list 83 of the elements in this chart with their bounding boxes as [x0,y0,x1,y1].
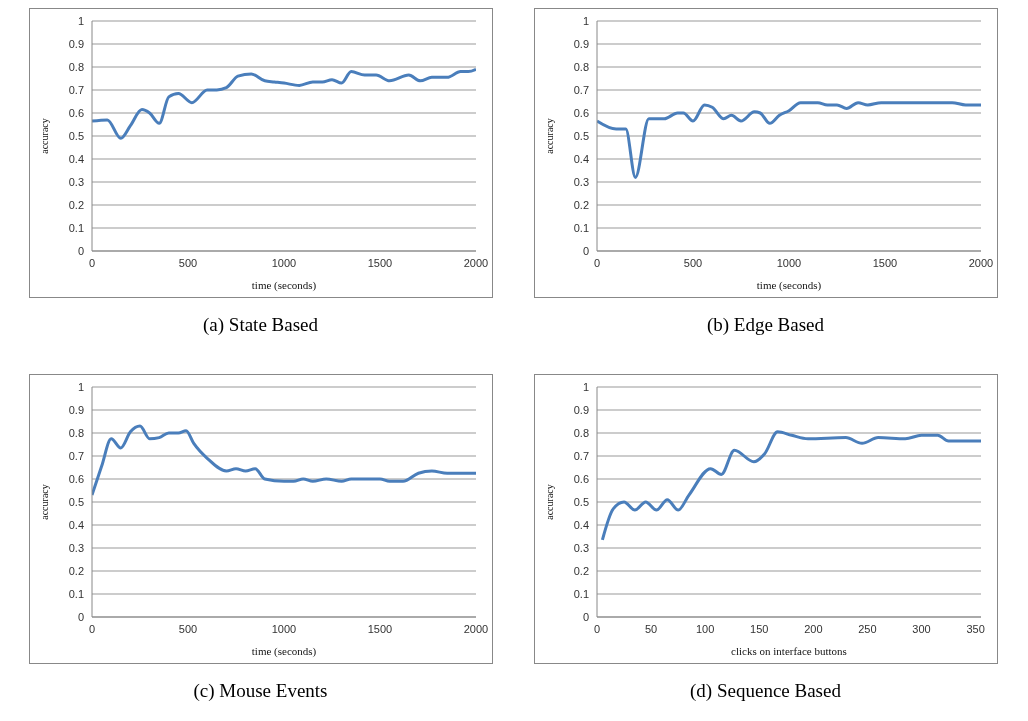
y-tick-label: 0.4 [68,518,84,531]
x-tick-label: 500 [683,256,702,269]
x-axis-title: time (seconds) [251,279,317,292]
y-tick-label: 1 [77,380,84,393]
y-tick-label: 0.1 [68,221,84,234]
x-tick-label: 150 [749,622,768,635]
x-tick-label: 1000 [271,256,296,269]
y-tick-label: 0.5 [573,129,589,142]
text: (c) Mouse Events [193,680,328,703]
y-tick-label: 0.6 [573,106,589,119]
y-tick-label: 0.5 [68,129,84,142]
y-tick-label: 0.9 [573,37,589,50]
y-tick-label: 0.8 [68,426,84,439]
text: (d) Sequence Based [690,680,841,703]
y-tick-label: 0.3 [573,541,589,554]
x-tick-label: 0 [593,256,600,269]
x-tick-label: 500 [178,622,197,635]
y-tick-label: 0.4 [573,152,589,165]
y-tick-label: 0.2 [573,564,589,577]
y-tick-label: 0.8 [573,426,589,439]
x-tick-label: 1000 [271,622,296,635]
y-tick-label: 0.1 [573,587,589,600]
y-tick-label: 0.3 [68,175,84,188]
y-tick-label: 1 [582,380,589,393]
line-series [91,67,476,140]
x-tick-label: 0 [88,256,95,269]
y-tick-label: 0 [77,244,84,257]
y-tick-label: 0.8 [573,60,589,73]
x-tick-label: 2000 [463,256,488,269]
x-axis-title: clicks on interface buttons [730,645,847,657]
y-tick-label: 0.6 [573,472,589,485]
y-axis-title: accuracy [38,118,50,154]
line-series [91,424,476,497]
y-tick-label: 0.3 [68,541,84,554]
x-tick-label: 1500 [872,256,897,269]
x-tick-label: 500 [178,256,197,269]
text: (a) State Based [202,314,318,337]
y-tick-label: 0.7 [68,449,84,462]
y-tick-label: 0.7 [68,83,84,96]
y-tick-label: 0 [582,610,589,623]
y-tick-label: 0.9 [68,37,84,50]
y-axis-title: accuracy [38,484,50,520]
x-axis-title: time (seconds) [251,645,317,658]
y-tick-label: 0.2 [68,564,84,577]
x-tick-label: 1500 [367,622,392,635]
y-tick-label: 0.8 [68,60,84,73]
x-tick-label: 200 [803,622,823,635]
x-tick-label: 2000 [968,256,993,269]
x-tick-label: 300 [911,622,931,635]
y-tick-label: 0.2 [68,198,84,211]
x-tick-label: 0 [88,622,95,635]
y-axis-title: accuracy [543,484,555,520]
y-tick-label: 0.5 [68,495,84,508]
line-series [600,430,981,542]
x-axis-title: time (seconds) [756,279,822,292]
x-tick-label: 100 [695,622,714,635]
y-axis-title: accuracy [543,118,555,154]
y-tick-label: 0.3 [573,175,589,188]
y-tick-label: 0.9 [68,403,84,416]
y-tick-label: 0.5 [573,495,589,508]
x-tick-label: 50 [644,622,657,635]
y-tick-label: 0.1 [573,221,589,234]
x-tick-label: 2000 [463,622,488,635]
y-tick-label: 0.9 [573,403,589,416]
y-tick-label: 0.4 [68,152,84,165]
x-tick-label: 250 [857,622,877,635]
text: (b) Edge Based [706,314,825,337]
x-tick-label: 0 [593,622,600,635]
y-tick-label: 0 [77,610,84,623]
y-tick-label: 0.6 [68,472,84,485]
x-tick-label: 1000 [776,256,801,269]
y-tick-label: 0.4 [573,518,589,531]
y-tick-label: 0.2 [573,198,589,211]
x-tick-label: 350 [965,622,985,635]
y-tick-label: 0.7 [573,449,589,462]
x-tick-label: 1500 [367,256,392,269]
y-tick-label: 0 [582,244,589,257]
y-tick-label: 0.1 [68,587,84,600]
y-tick-label: 0.6 [68,106,84,119]
y-tick-label: 1 [77,14,84,27]
y-tick-label: 0.7 [573,83,589,96]
line-series [596,101,981,179]
y-tick-label: 1 [582,14,589,27]
